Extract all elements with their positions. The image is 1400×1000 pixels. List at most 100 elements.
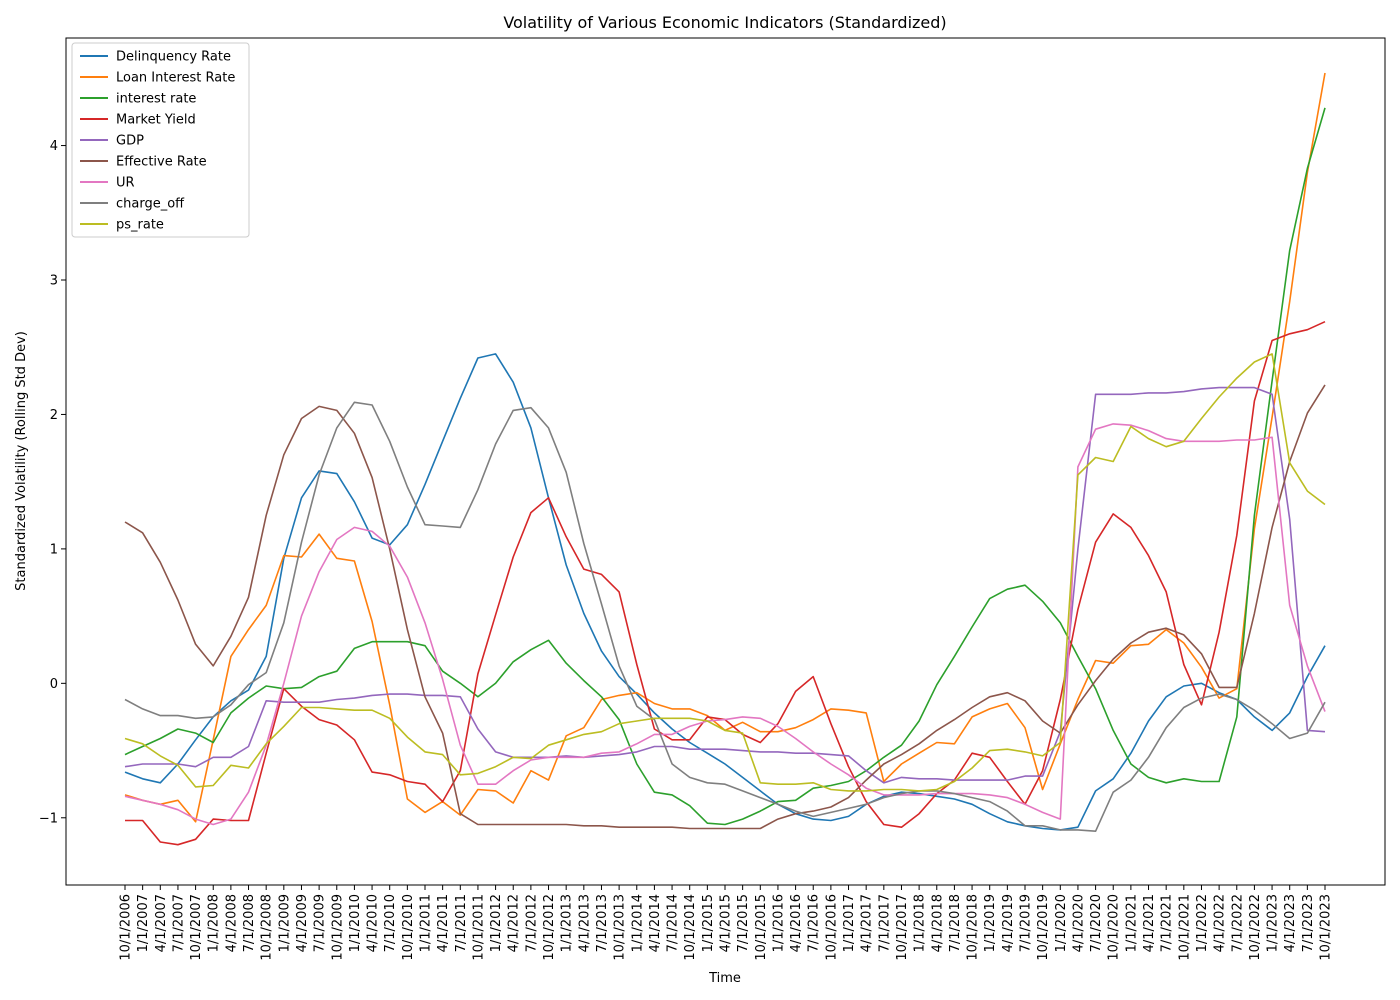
x-tick-label: 1/1/2010 xyxy=(348,894,363,952)
x-tick-label: 10/1/2012 xyxy=(542,894,557,961)
x-tick-label: 10/1/2014 xyxy=(683,894,698,961)
legend: Delinquency Rate Loan Interest Rate intere… xyxy=(71,42,250,238)
series-line-ps-rate xyxy=(124,353,1326,792)
x-tick-label: 7/1/2016 xyxy=(807,894,822,952)
x-tick-label: 4/1/2011 xyxy=(436,894,451,952)
x-tick-label: 10/1/2017 xyxy=(895,894,910,961)
legend-label: Loan Interest Rate xyxy=(116,71,235,86)
x-tick-label: 4/1/2014 xyxy=(648,894,663,952)
legend-label: charge_off xyxy=(116,197,185,212)
x-tick-label: 1/1/2014 xyxy=(630,894,645,952)
x-tick-label: 4/1/2010 xyxy=(366,894,381,952)
x-tick-label: 7/1/2015 xyxy=(736,894,751,952)
x-tick-label: 1/1/2020 xyxy=(1054,894,1069,952)
x-tick-label: 10/1/2013 xyxy=(613,894,628,961)
x-tick-label: 1/1/2021 xyxy=(1124,894,1139,952)
x-tick-label: 7/1/2013 xyxy=(595,894,610,952)
plot-area xyxy=(124,72,1326,846)
series-line-interest-rate xyxy=(124,107,1326,826)
x-tick-label: 4/1/2007 xyxy=(154,894,169,952)
x-tick-label: 10/1/2020 xyxy=(1107,894,1122,961)
series-line-ur xyxy=(124,423,1326,826)
y-tick-label: 2 xyxy=(50,408,58,423)
x-tick-label: 10/1/2022 xyxy=(1248,894,1263,961)
legend-label: Market Yield xyxy=(116,113,196,128)
x-tick-label: 7/1/2023 xyxy=(1301,894,1316,952)
x-tick-label: 7/1/2014 xyxy=(666,894,681,952)
series-line-delinquency-rate xyxy=(124,353,1326,831)
legend-label: GDP xyxy=(116,134,144,149)
x-tick-label: 4/1/2018 xyxy=(930,894,945,952)
legend-label: Effective Rate xyxy=(116,155,207,170)
y-axis: −1 0 1 2 3 4 xyxy=(39,139,66,826)
x-tick-label: 1/1/2022 xyxy=(1195,894,1210,952)
x-tick-label: 4/1/2009 xyxy=(295,894,310,952)
x-tick-label: 4/1/2008 xyxy=(224,894,239,952)
x-tick-label: 7/1/2017 xyxy=(877,894,892,952)
legend-label: interest rate xyxy=(116,92,196,107)
y-tick-label: 0 xyxy=(50,677,58,692)
x-tick-label: 1/1/2019 xyxy=(983,894,998,952)
x-tick-label: 4/1/2012 xyxy=(507,894,522,952)
x-tick-label: 7/1/2007 xyxy=(171,894,186,952)
x-tick-label: 4/1/2017 xyxy=(860,894,875,952)
x-tick-label: 10/1/2010 xyxy=(401,894,416,961)
x-tick-label: 7/1/2022 xyxy=(1230,894,1245,952)
y-tick-label: 4 xyxy=(50,139,58,154)
y-tick-label: 3 xyxy=(50,274,58,289)
x-tick-label: 4/1/2016 xyxy=(789,894,804,952)
x-tick-label: 7/1/2009 xyxy=(313,894,328,952)
x-axis-label: Time xyxy=(708,971,741,986)
x-tick-label: 4/1/2021 xyxy=(1142,894,1157,952)
x-tick-label: 7/1/2012 xyxy=(524,894,539,952)
x-tick-label: 1/1/2012 xyxy=(489,894,504,952)
x-tick-label: 1/1/2011 xyxy=(419,894,434,952)
series-line-charge-off xyxy=(124,401,1326,833)
x-tick-label: 10/1/2015 xyxy=(754,894,769,961)
x-tick-label: 1/1/2016 xyxy=(771,894,786,952)
x-tick-label: 4/1/2015 xyxy=(719,894,734,952)
chart-title: Volatility of Various Economic Indicator… xyxy=(503,13,946,32)
x-tick-label: 1/1/2013 xyxy=(560,894,575,952)
x-tick-label: 10/1/2016 xyxy=(824,894,839,961)
x-tick-label: 4/1/2022 xyxy=(1213,894,1228,952)
x-tick-label: 10/1/2006 xyxy=(119,894,134,961)
x-tick-label: 4/1/2019 xyxy=(1001,894,1016,952)
x-tick-label: 1/1/2017 xyxy=(842,894,857,952)
x-tick-label: 1/1/2015 xyxy=(701,894,716,952)
x-tick-label: 4/1/2020 xyxy=(1071,894,1086,952)
x-tick-label: 10/1/2023 xyxy=(1319,894,1334,961)
x-tick-label: 4/1/2023 xyxy=(1283,894,1298,952)
y-tick-label: −1 xyxy=(39,811,58,826)
x-tick-label: 10/1/2009 xyxy=(330,894,345,961)
x-tick-label: 7/1/2018 xyxy=(948,894,963,952)
y-tick-label: 1 xyxy=(50,542,58,557)
x-tick-label: 1/1/2018 xyxy=(913,894,928,952)
x-tick-label: 1/1/2023 xyxy=(1266,894,1281,952)
y-axis-label: Standardized Volatility (Rolling Std Dev… xyxy=(14,331,29,591)
legend-label: Delinquency Rate xyxy=(116,50,231,65)
x-tick-label: 7/1/2008 xyxy=(242,894,257,952)
x-tick-label: 10/1/2018 xyxy=(966,894,981,961)
x-tick-label: 7/1/2020 xyxy=(1089,894,1104,952)
x-tick-label: 4/1/2013 xyxy=(577,894,592,952)
x-tick-label: 10/1/2011 xyxy=(471,894,486,961)
x-tick-label: 10/1/2007 xyxy=(189,894,204,961)
x-tick-label: 7/1/2010 xyxy=(383,894,398,952)
legend-box xyxy=(71,42,250,238)
x-tick-label: 1/1/2008 xyxy=(207,894,222,952)
x-tick-label: 1/1/2007 xyxy=(136,894,151,952)
x-tick-label: 10/1/2008 xyxy=(260,894,275,961)
legend-label: ps_rate xyxy=(116,218,164,233)
x-tick-label: 1/1/2009 xyxy=(277,894,292,952)
x-tick-label: 7/1/2011 xyxy=(454,894,469,952)
legend-label: UR xyxy=(116,176,135,191)
x-tick-label: 10/1/2021 xyxy=(1177,894,1192,961)
series-line-effective-rate xyxy=(124,384,1326,830)
x-tick-label: 10/1/2019 xyxy=(1036,894,1051,961)
series-line-gdp xyxy=(124,386,1326,784)
x-tick-label: 7/1/2019 xyxy=(1019,894,1034,952)
x-tick-label: 7/1/2021 xyxy=(1160,894,1175,952)
x-axis: 10/1/2006 1/1/2007 4/1/2007 7/1/2007 10/1/20… xyxy=(119,885,1334,961)
